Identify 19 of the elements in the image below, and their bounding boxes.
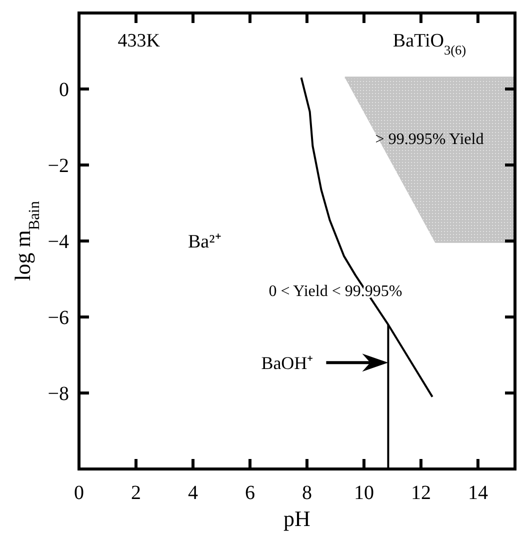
- annotation: > 99.995% Yield: [375, 131, 484, 148]
- annotation: BaTiO$_{3(6)}$: [392, 30, 466, 57]
- y-tick-label: −4: [48, 231, 69, 253]
- y-tick-label: −8: [48, 383, 69, 405]
- x-tick-label: 12: [410, 482, 431, 504]
- x-tick-label: 6: [244, 482, 255, 504]
- x-tick-label: 0: [74, 482, 84, 504]
- annotation: Ba²⁺: [188, 232, 221, 253]
- x-axis-title: pH: [284, 506, 311, 531]
- annotation: BaOH⁺: [261, 352, 314, 373]
- y-tick-label: 0: [59, 79, 69, 101]
- x-tick-label: 8: [302, 482, 312, 504]
- x-tick-label: 4: [188, 482, 198, 504]
- annotation: 433K: [118, 30, 160, 52]
- y-tick-label: −2: [48, 155, 69, 177]
- x-tick-label: 2: [130, 482, 141, 504]
- x-tick-label: 10: [354, 482, 374, 504]
- x-tick-label: 14: [468, 482, 488, 504]
- y-tick-label: −6: [48, 307, 69, 329]
